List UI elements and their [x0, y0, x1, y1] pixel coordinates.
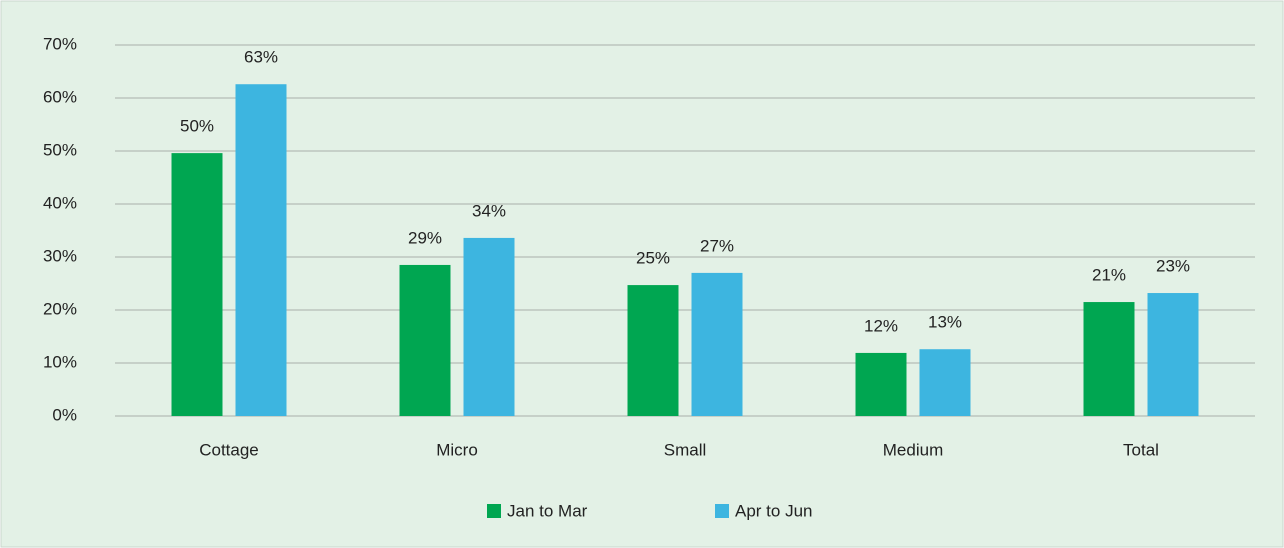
x-tick-label: Total — [1123, 440, 1159, 459]
bar — [1083, 302, 1135, 416]
y-tick-label: 40% — [43, 193, 77, 212]
data-label: 50% — [180, 117, 214, 136]
data-label: 29% — [408, 228, 442, 247]
bar — [399, 264, 451, 416]
bar — [463, 237, 515, 416]
y-tick-label: 60% — [43, 87, 77, 106]
bar — [627, 285, 679, 416]
data-label: 63% — [244, 48, 278, 67]
bar — [171, 153, 223, 416]
bar — [691, 272, 743, 416]
legend-label: Apr to Jun — [735, 501, 813, 520]
y-tick-label: 10% — [43, 352, 77, 371]
bar — [1147, 293, 1199, 416]
legend-swatch — [715, 504, 729, 518]
y-tick-label: 50% — [43, 140, 77, 159]
bar — [919, 349, 971, 416]
data-label: 34% — [472, 201, 506, 220]
x-tick-label: Micro — [436, 440, 478, 459]
legend-label: Jan to Mar — [507, 501, 588, 520]
legend-swatch — [487, 504, 501, 518]
data-label: 27% — [700, 236, 734, 255]
x-tick-label: Small — [664, 440, 707, 459]
y-tick-label: 20% — [43, 299, 77, 318]
data-label: 25% — [636, 249, 670, 268]
data-label: 21% — [1092, 266, 1126, 285]
bar — [235, 84, 287, 416]
y-tick-label: 0% — [52, 405, 77, 424]
data-label: 13% — [928, 313, 962, 332]
y-tick-label: 70% — [43, 34, 77, 53]
bar — [855, 352, 907, 416]
y-tick-label: 30% — [43, 246, 77, 265]
data-label: 23% — [1156, 257, 1190, 276]
x-tick-label: Cottage — [199, 440, 259, 459]
x-tick-label: Medium — [883, 440, 943, 459]
data-label: 12% — [864, 316, 898, 335]
